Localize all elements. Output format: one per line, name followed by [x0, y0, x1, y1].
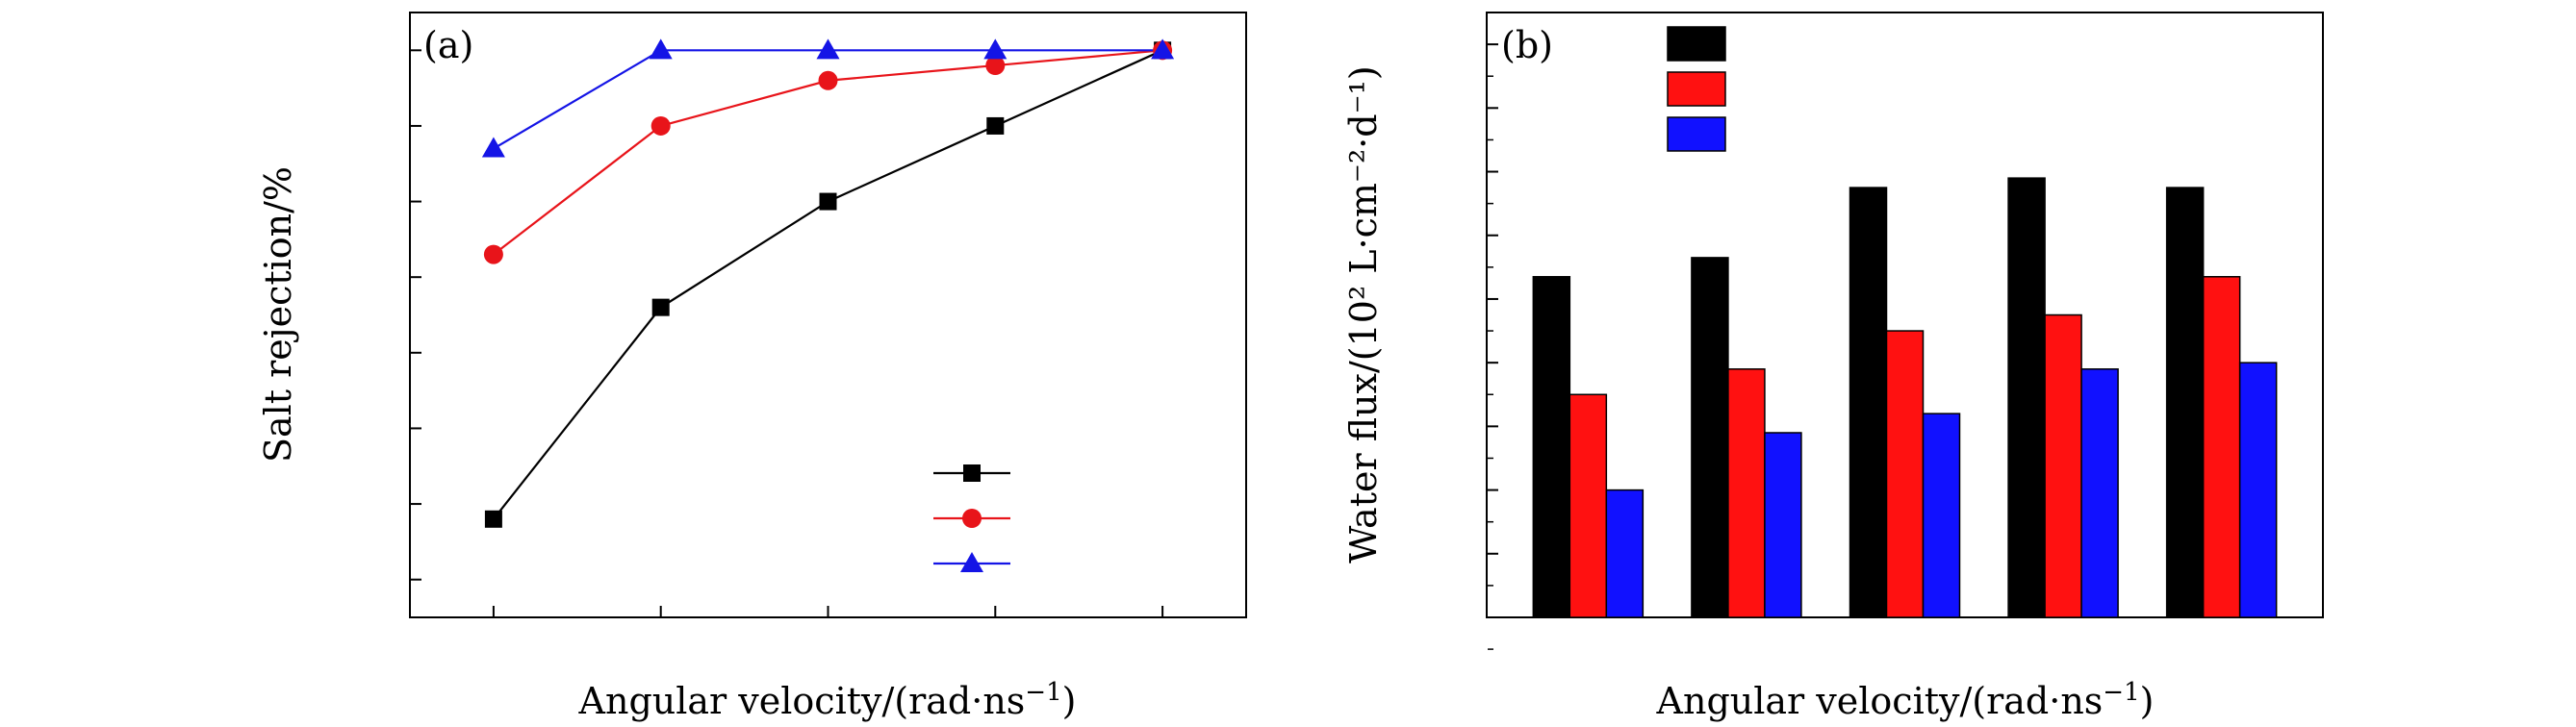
chart-a-point-monolayer [986, 116, 1005, 135]
chart-b-legend-swatch [1667, 71, 1726, 107]
chart-b-bar-bilayer [1727, 368, 1766, 618]
chart-b-legend [1667, 26, 1726, 152]
chart-a-point-bilayer [818, 70, 838, 90]
chart-a: (a) Salt rejection/% Angular velocity/(r… [257, 12, 1247, 722]
chart-a-xlabel-end: ) [1062, 680, 1077, 722]
chart-a-xlabel: Angular velocity/(rad·ns−1) [578, 678, 1077, 722]
chart-a-point-multilayer [481, 137, 505, 158]
chart-a-legend-marker [962, 509, 982, 528]
chart-b-bar-multilayer [2238, 362, 2278, 618]
chart-b-xlabel-end: ) [2140, 680, 2155, 722]
chart-a-point-multilayer [983, 38, 1007, 60]
chart-b-bar-monolayer [1849, 187, 1888, 618]
chart-a-series [481, 38, 1175, 528]
chart-a-point-bilayer [483, 244, 503, 264]
chart-a-xlabel-main: Angular velocity/(rad·ns [578, 680, 1026, 722]
chart-a-legend-marker [960, 552, 983, 572]
chart-a-series-line-multilayer [493, 49, 1163, 150]
chart-b-bar-bilayer [1885, 330, 1925, 618]
chart-a-ticks [410, 49, 1164, 617]
chart-b-bar-bilayer [1569, 393, 1608, 618]
chart-b-bar-multilayer [1605, 489, 1645, 618]
chart-b-bar-multilayer [2080, 368, 2119, 618]
chart-a-panel-label: (a) [423, 24, 473, 66]
chart-a-xlabel-sup: −1 [1025, 678, 1061, 707]
chart-a-frame [409, 12, 1247, 618]
chart-b-bar-multilayer [1922, 413, 1961, 618]
chart-a-point-multilayer [649, 38, 673, 60]
chart-a-point-monolayer [819, 192, 837, 211]
chart-b-bar-monolayer [1532, 276, 1571, 618]
chart-a-point-bilayer [985, 56, 1006, 76]
chart-b-ylabel: Water flux/(10² L·cm⁻²·d⁻¹) [1342, 65, 1385, 563]
chart-a-point-monolayer [651, 298, 670, 316]
chart-b-bar-bilayer [2202, 276, 2241, 618]
chart-b-legend-swatch [1667, 26, 1726, 62]
chart-b-bar-monolayer [1691, 257, 1729, 618]
chart-a-series-line-monolayer [493, 49, 1163, 520]
chart-b-xlabel: Angular velocity/(rad·ns−1) [1656, 678, 2155, 722]
chart-b-legend-swatch [1667, 116, 1726, 152]
chart-a-legend [933, 464, 1010, 572]
chart-b-bar-monolayer [2007, 177, 2046, 618]
chart-a-legend-marker [963, 464, 981, 482]
chart-b-bars [1532, 177, 2278, 618]
chart-a-point-multilayer [816, 38, 840, 60]
chart-b-bar-monolayer [2165, 187, 2205, 618]
chart-b-xlabel-sup: −1 [2103, 678, 2139, 707]
chart-b-panel-label: (b) [1501, 24, 1553, 66]
chart-b-bar-bilayer [2044, 313, 2082, 618]
chart-a-point-bilayer [650, 115, 671, 136]
chart-a-point-monolayer [484, 510, 502, 528]
chart-a-point-multilayer [1151, 38, 1175, 60]
chart-b: (b) Water flux/(10² L·cm⁻²·d⁻¹) Angular … [1342, 12, 2324, 722]
chart-b-xlabel-main: Angular velocity/(rad·ns [1656, 680, 2104, 722]
chart-b-bar-multilayer [1764, 432, 1802, 618]
chart-a-ylabel: Salt rejection/% [257, 166, 299, 463]
